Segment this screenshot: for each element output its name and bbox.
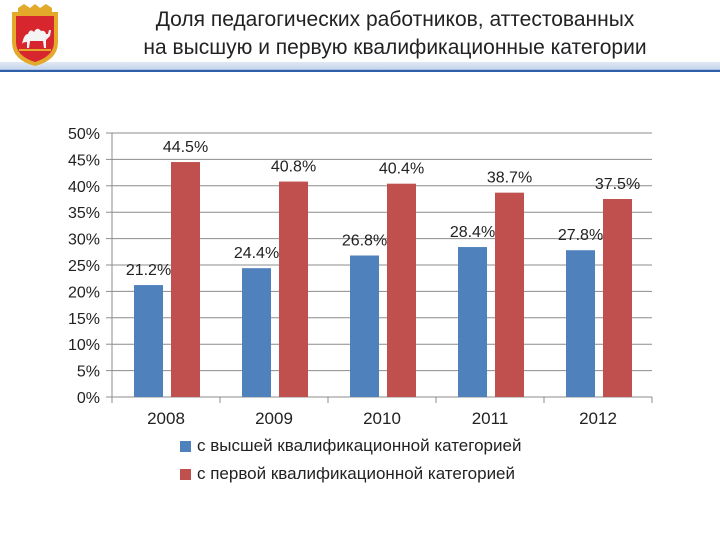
bar-series-2 bbox=[603, 199, 632, 397]
legend-label-series-1: с высшей квалификационной категорией bbox=[197, 436, 522, 455]
data-label-series-2: 38.7% bbox=[487, 170, 532, 187]
data-label-series-2: 37.5% bbox=[595, 176, 640, 193]
data-label-series-1: 28.4% bbox=[450, 224, 495, 241]
data-label-series-1: 21.2% bbox=[126, 262, 171, 279]
legend-swatch-series-2 bbox=[180, 468, 191, 480]
y-tick-label: 35% bbox=[68, 205, 100, 222]
slide-header: Доля педагогических работников, аттестов… bbox=[0, 0, 720, 80]
data-label-series-1: 24.4% bbox=[234, 245, 279, 262]
y-tick-label: 25% bbox=[68, 258, 100, 275]
x-tick-label: 2011 bbox=[472, 409, 509, 428]
x-tick-label: 2008 bbox=[147, 409, 185, 428]
x-tick-label: 2010 bbox=[363, 409, 401, 428]
data-label-series-1: 27.8% bbox=[558, 227, 603, 244]
y-tick-label: 20% bbox=[68, 284, 100, 301]
data-label-series-2: 40.8% bbox=[271, 159, 316, 176]
y-tick-label: 40% bbox=[68, 179, 100, 196]
x-tick-label: 2012 bbox=[579, 409, 617, 428]
header-band bbox=[0, 62, 720, 76]
title-line-1: Доля педагогических работников, аттестов… bbox=[155, 8, 635, 31]
bar-series-1 bbox=[242, 268, 271, 397]
bar-series-1 bbox=[134, 285, 163, 397]
data-label-series-2: 44.5% bbox=[163, 139, 208, 156]
legend-item-series-2: с первой квалификационной категорией bbox=[180, 460, 521, 488]
bar-series-1 bbox=[566, 250, 595, 397]
y-tick-label: 5% bbox=[77, 364, 100, 381]
y-tick-label: 10% bbox=[68, 337, 100, 354]
bar-series-2 bbox=[279, 181, 308, 397]
bar-chart: 0% 5% 10% 15% 20% 25% 30% 35% 40% 45% 50% 2008 21.2%… bbox=[68, 126, 653, 428]
y-tick-label: 0% bbox=[77, 390, 100, 407]
chart-legend: с высшей квалификационной категорией с п… bbox=[180, 432, 521, 488]
data-label-series-1: 26.8% bbox=[342, 232, 387, 249]
x-tick-label: 2009 bbox=[255, 409, 293, 428]
y-tick-label: 50% bbox=[68, 126, 100, 143]
legend-item-series-1: с высшей квалификационной категорией bbox=[180, 432, 521, 460]
page-title: Доля педагогических работников, аттестов… bbox=[80, 6, 710, 62]
legend-swatch-series-1 bbox=[180, 440, 191, 452]
y-tick-label: 30% bbox=[68, 232, 100, 249]
legend-label-series-2: с первой квалификационной категорией bbox=[197, 464, 516, 483]
bar-series-1 bbox=[350, 255, 379, 397]
bar-series-2 bbox=[387, 183, 416, 397]
y-tick-label: 45% bbox=[68, 152, 100, 169]
chelyabinsk-coat-of-arms-icon bbox=[12, 4, 58, 66]
bar-series-1 bbox=[458, 247, 487, 397]
bar-series-2 bbox=[495, 192, 524, 397]
bar-series-2 bbox=[171, 162, 200, 397]
data-label-series-2: 40.4% bbox=[379, 161, 424, 178]
title-line-2: на высшую и первую квалификационные кате… bbox=[143, 36, 647, 59]
y-tick-label: 15% bbox=[68, 311, 100, 328]
